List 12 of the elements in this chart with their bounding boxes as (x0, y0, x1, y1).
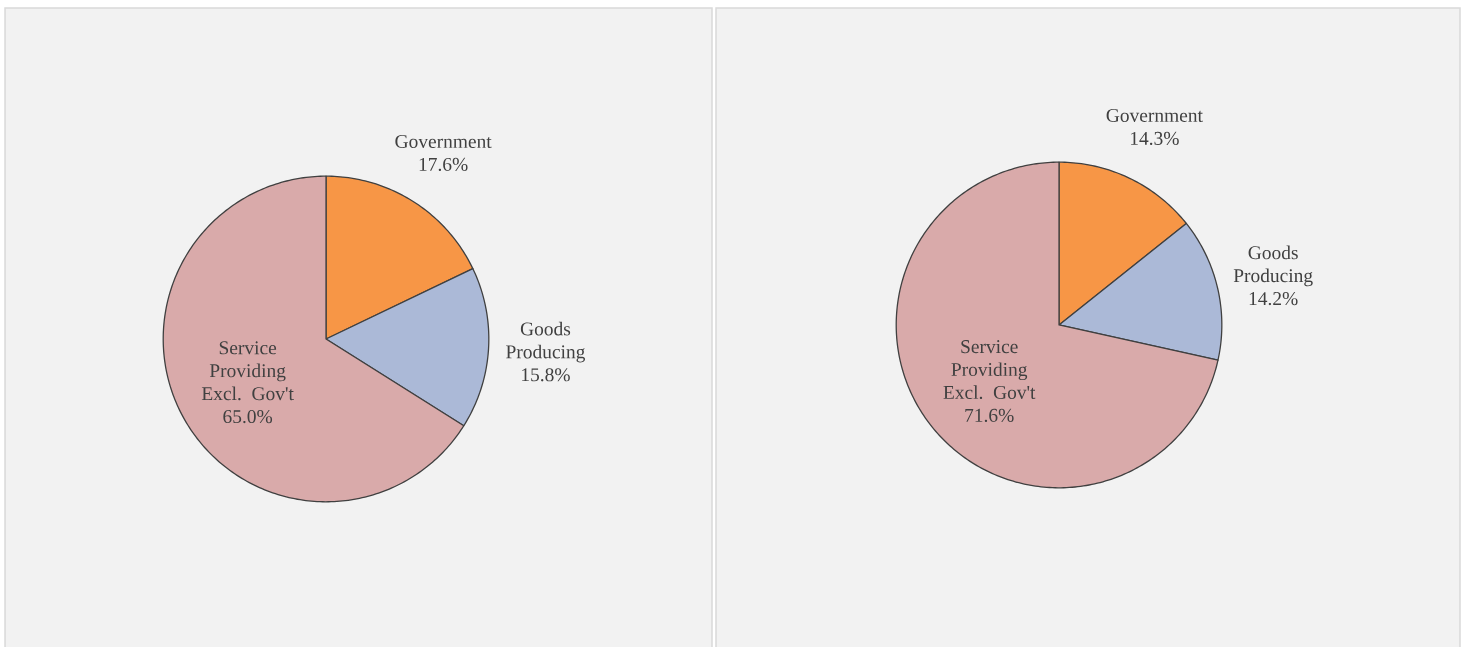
data-label: 71.6% (965, 408, 1014, 422)
slice-label: Service Providing Excl. Gov't (201, 341, 294, 401)
slice-label: Government (395, 134, 492, 149)
data-label: 17.6% (419, 157, 468, 172)
data-label: 65.0% (223, 410, 273, 424)
slice-label: Goods Producing (506, 321, 586, 363)
slice-label: Service Providing Excl. Gov't (943, 340, 1036, 400)
data-label: 14.2% (1249, 292, 1298, 306)
data-label: 15.8% (522, 368, 570, 382)
data-label: 14.3% (1130, 131, 1179, 145)
slice-label: Government (1106, 108, 1203, 122)
slice-label: Goods Producing (1233, 245, 1313, 287)
